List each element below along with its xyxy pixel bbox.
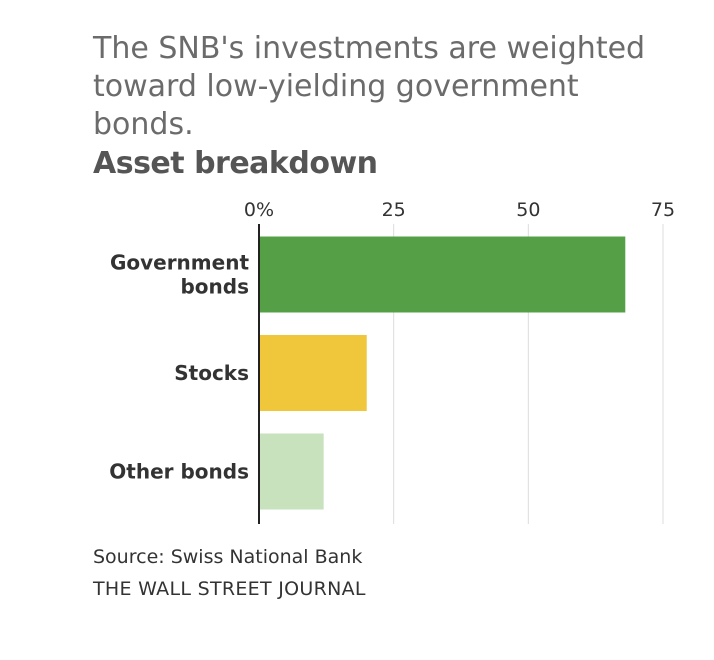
chart-headline: The SNB's investments are weighted towar… <box>93 31 646 142</box>
x-axis-ticks: 0% 25 50 75 <box>244 199 675 221</box>
bar <box>259 236 626 313</box>
bar <box>259 433 324 510</box>
publisher-credit: THE WALL STREET JOURNAL <box>93 578 366 600</box>
x-tick-label: 25 <box>382 199 406 221</box>
category-label: Stocks <box>174 361 249 385</box>
x-tick-label: 75 <box>651 199 675 221</box>
category-label: Government bonds <box>110 251 250 299</box>
bar <box>259 335 367 411</box>
bar-chart: 0% 25 50 75 Government bonds Stocks Other bond… <box>109 199 675 524</box>
bars <box>259 236 626 510</box>
category-labels: Government bonds Stocks Other bonds <box>109 251 249 484</box>
x-tick-label: 0% <box>244 199 274 221</box>
category-label: Other bonds <box>109 460 249 484</box>
chart-title: Asset breakdown <box>93 146 378 181</box>
x-tick-label: 50 <box>516 199 540 221</box>
source-note: Source: Swiss National Bank <box>93 546 363 568</box>
